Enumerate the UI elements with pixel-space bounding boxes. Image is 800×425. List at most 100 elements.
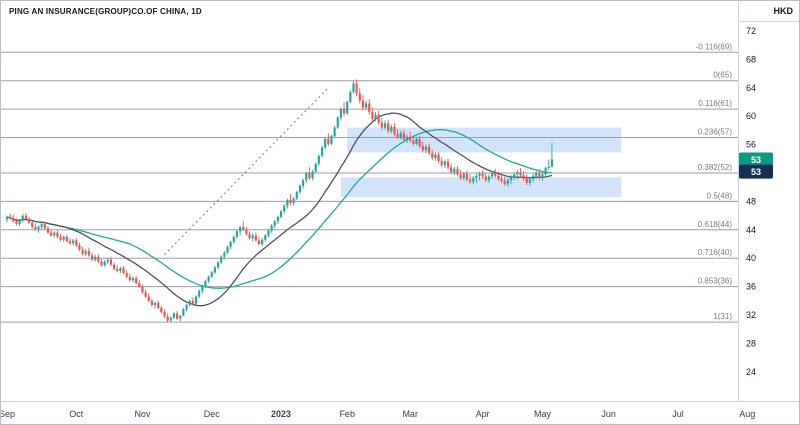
candle-body <box>9 217 12 219</box>
candle-body <box>119 268 122 271</box>
candle-body <box>191 300 194 304</box>
price-axis-label: 44 <box>746 225 756 235</box>
candle-body <box>399 133 402 138</box>
candle-body <box>128 276 131 281</box>
candle-body <box>106 259 109 262</box>
candle-body <box>204 280 207 287</box>
price-axis-label: 72 <box>746 26 756 36</box>
candle-body <box>78 245 81 250</box>
candle-body <box>494 173 497 176</box>
price-axis-label: 60 <box>746 111 756 121</box>
candle-body <box>302 180 305 186</box>
candle-body <box>371 111 374 120</box>
moving-average-lines[interactable] <box>6 112 553 307</box>
candle-body <box>409 136 412 141</box>
dashed-trendline[interactable] <box>164 87 329 256</box>
time-axis-label: Oct <box>69 409 84 419</box>
candle-body <box>481 173 484 177</box>
candle-body <box>289 199 292 203</box>
candle-body <box>531 175 535 180</box>
time-axis-label: Aug <box>739 409 755 419</box>
price-axis-label: 32 <box>746 310 756 320</box>
candle-body <box>251 235 254 239</box>
candle-body <box>402 133 405 140</box>
candle-body <box>396 133 399 138</box>
candle-body <box>349 92 352 102</box>
plot-area[interactable]: -0.116(69) 0(65) 0.116(61) 0.236(57) 0.382(5… <box>1 42 738 323</box>
time-axis-label: Apr <box>476 409 490 419</box>
time-axis-label: Sep <box>1 409 15 419</box>
candle-body <box>437 154 440 161</box>
candle-body <box>286 199 289 206</box>
last-price-badge-text: 53 <box>751 155 761 165</box>
ma-line-ma20[interactable] <box>6 112 553 307</box>
ma-line-ma40[interactable] <box>6 129 552 289</box>
candle-body <box>116 268 119 271</box>
fib-level-label: 0.5(48) <box>707 191 733 200</box>
candle-body <box>491 173 494 177</box>
candle-body <box>131 278 135 281</box>
candle-body <box>53 232 56 236</box>
candle-body <box>374 114 377 120</box>
candle-body <box>182 309 185 316</box>
candle-body <box>87 251 90 256</box>
currency-label: HKD <box>774 6 794 16</box>
time-axis-bg[interactable] <box>1 402 800 425</box>
candle-body <box>59 236 62 240</box>
candle-body <box>267 230 270 236</box>
candle-body <box>368 103 371 112</box>
drawing-price-badge <box>739 164 773 179</box>
candle-body <box>308 173 311 178</box>
candle-body <box>68 241 72 244</box>
candle-body <box>462 173 465 178</box>
candle-body <box>352 83 355 93</box>
candle-body <box>94 256 97 260</box>
candle-body <box>276 217 279 222</box>
time-axis[interactable]: Sep Oct Nov Dec 2023 Feb Mar Apr May Jun Jul Aug <box>1 401 800 425</box>
candle-body <box>232 236 235 242</box>
candle-body <box>226 246 229 253</box>
candle-body <box>450 167 453 173</box>
candle-body <box>550 159 554 167</box>
price-axis[interactable]: HKD 72 68 64 60 56 48 44 40 36 32 28 24 53 53 <box>738 1 800 425</box>
candle-body <box>314 163 317 172</box>
candle-body <box>513 174 516 178</box>
candle-body <box>31 222 34 227</box>
fib-retracement-lines[interactable]: -0.116(69) 0(65) 0.116(61) 0.236(57) 0.382(5… <box>1 42 738 323</box>
candle-body <box>229 241 232 247</box>
candlestick-series[interactable] <box>5 79 554 323</box>
candle-body <box>509 177 513 181</box>
price-axis-bg[interactable] <box>738 1 800 425</box>
candle-body <box>172 313 176 318</box>
candle-body <box>295 192 298 199</box>
price-axis-label: 24 <box>746 367 756 377</box>
candle-body <box>248 234 251 239</box>
candle-body <box>97 256 100 262</box>
fib-level-label: -0.116(69) <box>696 42 733 51</box>
candle-body <box>75 240 78 246</box>
candle-body <box>327 138 330 144</box>
candle-body <box>12 218 15 222</box>
price-axis-label: 48 <box>746 196 756 206</box>
candle-body <box>201 286 204 291</box>
price-axis-label: 68 <box>746 54 756 64</box>
candle-body <box>506 180 509 184</box>
fib-level-label: 0(65) <box>713 71 732 80</box>
candle-body <box>434 154 437 159</box>
candle-body <box>535 173 538 176</box>
candle-body <box>125 273 128 277</box>
candle-body <box>62 236 65 240</box>
candle-body <box>519 172 522 176</box>
candle-body <box>46 228 50 233</box>
fib-level-label: 0.116(61) <box>698 99 732 108</box>
candle-body <box>503 180 506 184</box>
candle-body <box>56 232 59 237</box>
candle-body <box>198 290 201 297</box>
candle-body <box>188 300 191 306</box>
candle-body <box>235 231 239 237</box>
symbol-title[interactable]: PING AN INSURANCE(GROUP)CO.OF CHINA, 1D <box>9 7 202 16</box>
candle-body <box>270 225 273 231</box>
highlight-band[interactable] <box>340 177 622 198</box>
candle-body <box>305 173 308 181</box>
